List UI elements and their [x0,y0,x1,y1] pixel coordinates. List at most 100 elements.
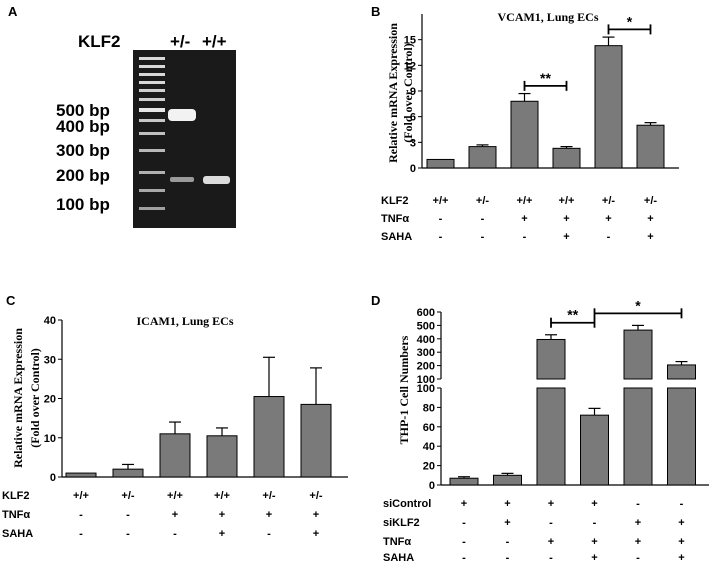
condition-value: - [506,552,510,564]
condition-value: +/- [644,195,657,207]
bar [300,403,332,478]
panel-a: A KLF2 +/- +/+ 500 bp 400 bp [8,4,236,228]
gel-band-200bp [203,176,230,184]
bar-upper-segment [667,364,696,380]
condition-value: +/- [476,195,489,207]
chart-icam1: ICAM1, Lung ECs Relative mRNA Expression(… [2,314,348,540]
chart-title: ICAM1, Lung ECs [136,314,233,328]
panel-letter-c: C [6,293,16,308]
y-tick-label-lower: 60 [423,422,435,434]
bar [206,435,238,478]
chart-thp1: THP-1 Cell Numbers0204060801001002003004… [383,297,709,564]
condition-row-name: SAHA [381,231,412,243]
bar [510,100,539,169]
condition-value: +/+ [433,195,449,207]
condition-value: - [506,536,510,548]
condition-value: + [172,509,178,521]
condition-value: +/- [309,490,322,502]
condition-value: - [126,509,130,521]
condition-value: + [563,213,569,225]
significance-label: ** [567,307,578,323]
size-marker-300: 300 bp [56,141,110,160]
condition-value: + [605,213,611,225]
y-tick-label-upper: 400 [417,334,435,346]
bar [426,158,455,169]
condition-value: - [462,552,466,564]
condition-value: - [126,528,130,540]
bar-upper-segment [536,338,566,380]
size-marker-500: 500 bp [56,101,110,120]
y-axis-label-line1: Relative mRNA Expression [11,328,25,468]
condition-value: + [591,552,597,564]
bar [493,474,522,486]
y-tick-label-upper: 200 [417,361,435,373]
significance-label: * [627,13,633,29]
bar [552,147,581,169]
y-tick-label: 15 [404,35,416,47]
significance-label: ** [540,70,551,86]
y-tick-label-lower: 40 [423,441,435,453]
condition-row-name: SAHA [383,552,414,564]
condition-value: + [266,509,272,521]
condition-value: - [79,528,83,540]
gel-lane-label-2: +/+ [202,32,227,51]
chart-title: VCAM1, Lung ECs [497,10,598,24]
bar [253,396,285,478]
condition-row-name: TNFα [2,509,30,521]
condition-row-name: TNFα [381,213,409,225]
gel-background [133,50,236,228]
gel-band-faint [170,177,194,182]
condition-value: + [563,231,569,243]
bar-lower-segment [667,387,696,486]
y-tick-label: 0 [410,163,416,175]
bar-lower-segment [623,387,653,486]
y-axis-label-line2: (Fold over Control) [401,43,415,143]
y-axis-label: THP-1 Cell Numbers [397,335,411,444]
condition-value: - [593,517,597,529]
size-marker-200: 200 bp [56,166,110,185]
y-tick-label-lower: 0 [429,480,435,492]
condition-value: - [462,536,466,548]
condition-value: +/+ [167,490,183,502]
y-tick-label: 9 [410,86,416,98]
y-tick-label-lower: 20 [423,461,435,473]
y-tick-label: 0 [50,472,56,484]
condition-value: +/- [262,490,275,502]
y-tick-label: 20 [44,394,56,406]
condition-value: - [481,231,485,243]
gel-image [133,50,236,228]
y-tick-label: 6 [410,112,416,124]
condition-value: - [549,517,553,529]
condition-value: + [313,528,319,540]
y-tick-label: 12 [404,60,416,72]
condition-value: +/+ [517,195,533,207]
condition-value: + [548,536,554,548]
bar [580,414,609,486]
condition-value: + [219,528,225,540]
condition-value: + [521,213,527,225]
condition-value: - [636,498,640,510]
condition-value: + [504,517,510,529]
condition-row-name: KLF2 [2,490,30,502]
y-axis-label-line2: (Fold over Control) [28,348,42,448]
condition-value: - [523,231,527,243]
condition-value: + [678,517,684,529]
condition-row-name: siControl [383,498,431,510]
condition-value: +/+ [559,195,575,207]
y-tick-label: 3 [410,137,416,149]
condition-value: + [548,498,554,510]
y-tick-label: 10 [44,433,56,445]
gel-lane-label-1: +/- [170,32,190,51]
condition-value: - [636,552,640,564]
condition-value: + [635,536,641,548]
condition-value: + [647,213,653,225]
bar [594,45,623,169]
condition-value: +/+ [214,490,230,502]
panel-letter-d: D [371,293,380,308]
condition-value: - [173,528,177,540]
condition-value: +/+ [73,490,89,502]
condition-value: + [219,509,225,521]
condition-value: + [591,536,597,548]
condition-value: +/- [602,195,615,207]
